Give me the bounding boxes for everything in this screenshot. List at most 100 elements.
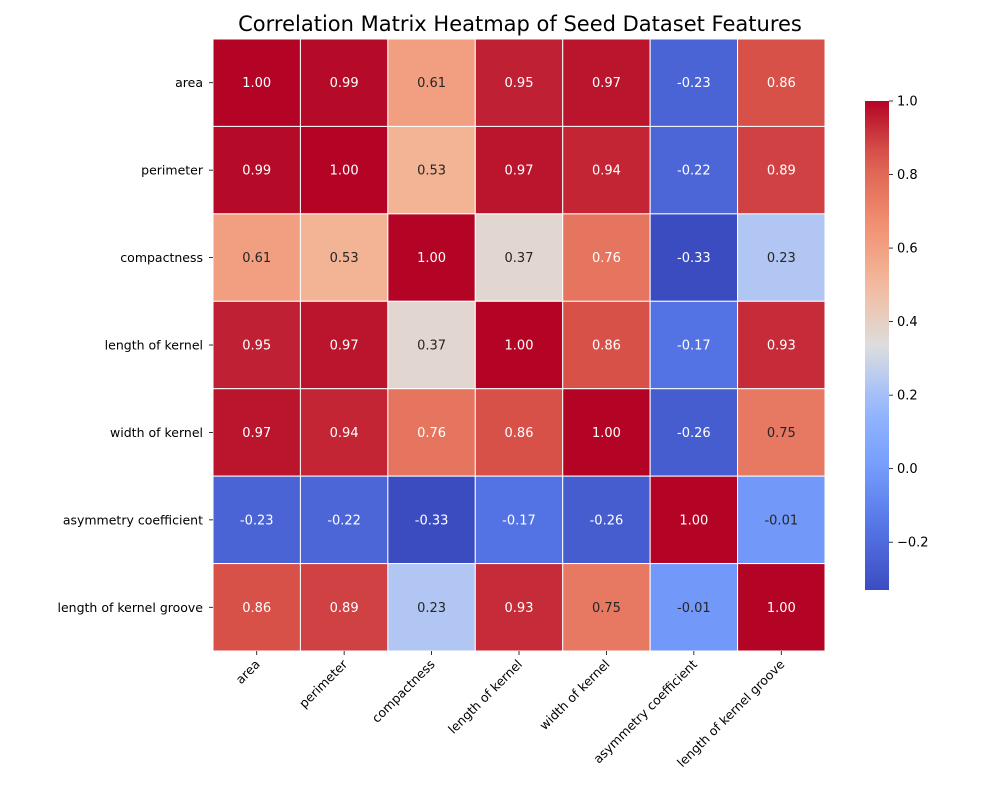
heatmap-cell-1-5 <box>649 125 739 215</box>
heatmap-cell-label-2-4: 0.76 <box>592 251 621 266</box>
colorbar-tick-label-1: 0.0 <box>897 462 918 477</box>
heatmap-cell-label-6-4: 0.75 <box>592 601 621 616</box>
heatmap-cell-label-6-6: 1.00 <box>767 601 796 616</box>
heatmap-cell-label-2-5: -0.33 <box>677 251 711 266</box>
heatmap-cell-3-5 <box>649 300 739 390</box>
heatmap-cell-label-0-6: 0.86 <box>767 76 796 91</box>
heatmap-cell-label-0-3: 0.95 <box>505 76 534 91</box>
heatmap-cell-5-4 <box>562 475 651 565</box>
heatmap-cell-label-3-0: 0.95 <box>242 339 271 354</box>
heatmap-cell-label-2-0: 0.61 <box>242 251 271 266</box>
heatmap-cell-labels: 1.00 0.99 0.61 0.95 0.97 -0.23 0.86 0.99 1.00 0.5… <box>240 76 798 616</box>
row-label-4: width of kernel <box>110 425 203 440</box>
heatmap-cell-label-0-4: 0.97 <box>592 76 621 91</box>
colorbar-tick-label-2: 0.2 <box>897 389 918 404</box>
heatmap-cell-label-3-4: 0.86 <box>592 339 621 354</box>
heatmap-cell-label-2-1: 0.53 <box>330 251 359 266</box>
heatmap-cell-3-1 <box>299 300 389 390</box>
heatmap-cell-2-2 <box>387 213 476 302</box>
heatmap-cell-label-5-0: -0.23 <box>240 513 274 528</box>
row-label-5: asymmetry coefficient <box>63 512 203 527</box>
heatmap-cell-label-1-5: -0.22 <box>677 164 711 179</box>
heatmap-cell-label-5-2: -0.33 <box>415 513 449 528</box>
row-label-0: area <box>175 75 203 90</box>
heatmap-cell-label-5-5: 1.00 <box>679 513 708 528</box>
heatmap-cell-label-6-5: -0.01 <box>677 601 711 616</box>
heatmap-cell-label-1-3: 0.97 <box>505 164 534 179</box>
heatmap-cell-label-5-3: -0.17 <box>502 513 536 528</box>
heatmap-cell-label-5-6: -0.01 <box>764 513 798 528</box>
heatmap-cell-label-4-1: 0.94 <box>330 426 359 441</box>
heatmap-cell-1-4 <box>562 125 651 215</box>
heatmap-cell-label-1-1: 1.00 <box>330 164 359 179</box>
heatmap-cell-2-1 <box>299 213 389 302</box>
heatmap-cell-5-6 <box>737 475 826 565</box>
column-label-4: width of kernel <box>536 657 612 733</box>
heatmap-cell-label-4-6: 0.75 <box>767 426 796 441</box>
colorbar-tick-label-6: 1.0 <box>897 95 918 110</box>
row-label-1: perimeter <box>141 163 204 178</box>
heatmap-cell-0-1 <box>299 38 389 127</box>
heatmap-cell-2-4 <box>562 213 651 302</box>
heatmap-cell-6-5 <box>649 563 739 652</box>
row-label-2: compactness <box>120 250 203 265</box>
heatmap-cell-label-0-0: 1.00 <box>242 76 271 91</box>
heatmap-cell-6-4 <box>562 563 651 652</box>
colorbar-tick-label-3: 0.4 <box>897 315 918 330</box>
heatmap-cell-5-2 <box>387 475 476 565</box>
heatmap-cells <box>212 38 826 652</box>
heatmap-cell-3-0 <box>212 300 301 390</box>
heatmap-cell-0-5 <box>649 38 739 127</box>
heatmap-cell-label-2-2: 1.00 <box>417 251 446 266</box>
heatmap-cell-4-2 <box>387 388 476 477</box>
colorbar: −0.2 0.0 0.2 0.4 0.6 0.8 1.0 <box>865 95 929 590</box>
heatmap-cell-label-1-6: 0.89 <box>767 164 796 179</box>
heatmap-cell-label-4-4: 1.00 <box>592 426 621 441</box>
colorbar-tick-label-5: 0.8 <box>897 168 918 183</box>
column-label-0: area <box>233 657 263 687</box>
colorbar-tick-label-4: 0.6 <box>897 242 918 257</box>
heatmap-cell-5-0 <box>212 475 301 565</box>
colorbar-ticks: −0.2 0.0 0.2 0.4 0.6 0.8 1.0 <box>889 95 929 551</box>
heatmap-cell-label-3-5: -0.17 <box>677 339 711 354</box>
heatmap-cell-label-1-2: 0.53 <box>417 164 446 179</box>
heatmap-cell-2-5 <box>649 213 739 302</box>
heatmap-cell-label-4-2: 0.76 <box>417 426 446 441</box>
column-label-2: compactness <box>369 657 438 726</box>
heatmap-cell-label-2-6: 0.23 <box>767 251 796 266</box>
heatmap-cell-0-2 <box>387 38 476 127</box>
heatmap-cell-label-6-2: 0.23 <box>417 601 446 616</box>
heatmap-cell-2-3 <box>474 213 564 302</box>
heatmap-cell-label-3-6: 0.93 <box>767 339 796 354</box>
heatmap-cell-label-3-1: 0.97 <box>330 339 359 354</box>
heatmap-cell-label-1-4: 0.94 <box>592 164 621 179</box>
heatmap-cell-4-6 <box>737 388 826 477</box>
heatmap-cell-label-4-3: 0.86 <box>505 426 534 441</box>
heatmap-cell-5-3 <box>474 475 564 565</box>
heatmap-cell-label-6-0: 0.86 <box>242 601 271 616</box>
heatmap-cell-0-4 <box>562 38 651 127</box>
heatmap-cell-6-3 <box>474 563 564 652</box>
heatmap-cell-3-6 <box>737 300 826 390</box>
heatmap-cell-label-1-0: 0.99 <box>242 164 271 179</box>
heatmap-cell-1-2 <box>387 125 476 215</box>
heatmap-cell-0-0 <box>212 38 301 127</box>
chart-title: Correlation Matrix Heatmap of Seed Datas… <box>238 12 802 36</box>
heatmap-cell-label-6-1: 0.89 <box>330 601 359 616</box>
row-label-3: length of kernel <box>105 338 203 353</box>
heatmap-cell-2-0 <box>212 213 301 302</box>
heatmap-cell-6-6 <box>737 563 826 652</box>
heatmap-cell-label-4-0: 0.97 <box>242 426 271 441</box>
heatmap-cell-6-0 <box>212 563 301 652</box>
heatmap-cell-label-3-3: 1.00 <box>505 339 534 354</box>
heatmap-cell-label-5-4: -0.26 <box>590 513 624 528</box>
heatmap-cell-label-3-2: 0.37 <box>417 339 446 354</box>
colorbar-tick-label-0: −0.2 <box>897 536 929 551</box>
row-label-6: length of kernel groove <box>58 600 204 615</box>
heatmap-cell-4-0 <box>212 388 301 477</box>
heatmap-cell-label-2-3: 0.37 <box>505 251 534 266</box>
heatmap-cell-0-3 <box>474 38 564 127</box>
column-label-1: perimeter <box>296 656 351 711</box>
heatmap-cell-label-6-3: 0.93 <box>505 601 534 616</box>
